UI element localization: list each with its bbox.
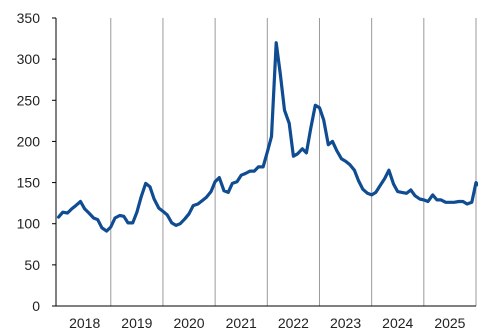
y-tick-label: 50 (24, 257, 40, 273)
y-tick-label: 250 (17, 92, 41, 108)
x-tick-label: 2025 (434, 315, 465, 331)
x-tick-label: 2024 (382, 315, 413, 331)
axes (52, 17, 476, 307)
x-tick-label: 2021 (226, 315, 257, 331)
y-tick-label: 150 (17, 175, 41, 191)
series-layer (56, 41, 478, 233)
y-tick-label: 350 (17, 10, 41, 26)
y-tick-label: 100 (17, 216, 41, 232)
x-tick-label: 2022 (278, 315, 309, 331)
x-tick-label: 2023 (330, 315, 361, 331)
y-tick-label: 300 (17, 51, 41, 67)
y-tick-label: 200 (17, 133, 41, 149)
y-axis-tick-labels: 0 50 100 150 200 250 300 350 (17, 10, 41, 314)
x-tick-label: 2020 (173, 315, 204, 331)
y-tick-label: 0 (32, 298, 40, 314)
x-tick-label: 2018 (69, 315, 100, 331)
series-line (56, 41, 478, 233)
x-axis-tick-labels: 201820192020202120222023202420252026 (69, 315, 466, 331)
x-tick-label: 2019 (121, 315, 152, 331)
gridlines (110, 18, 477, 306)
